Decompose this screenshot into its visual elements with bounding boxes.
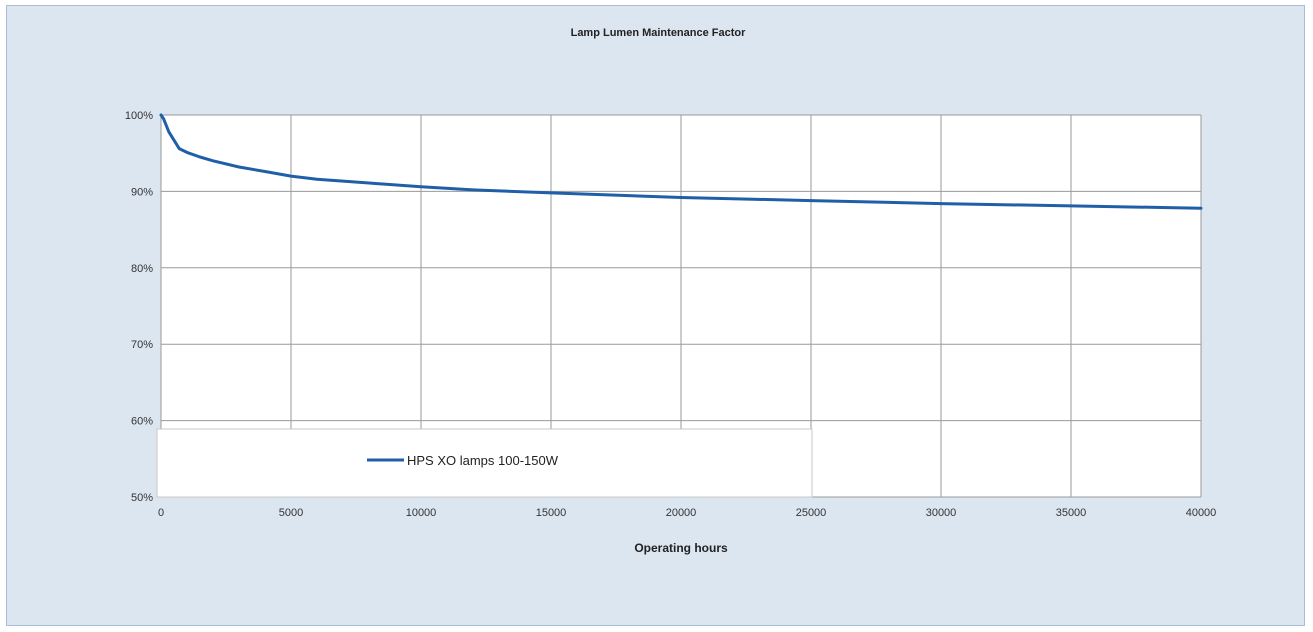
x-tick-label: 0 [158, 507, 164, 519]
legend-label: HPS XO lamps 100-150W [407, 453, 559, 468]
y-tick-label: 90% [131, 186, 153, 198]
series-line [159, 113, 1203, 210]
y-tick-label: 60% [131, 416, 153, 428]
x-tick-label: 25000 [796, 507, 827, 519]
x-tick-label: 30000 [926, 507, 957, 519]
y-tick-label: 50% [131, 492, 153, 504]
tick-layer: 0 5000 10000 15000 20000 25000 30000 35000 40000… [125, 110, 1216, 519]
x-axis-title: Operating hours [634, 541, 728, 555]
chart-frame: Lamp Lumen Maintenance Factor 0 5000 10000… [6, 5, 1305, 626]
series-layer [159, 113, 1203, 210]
y-tick-label: 70% [131, 339, 153, 351]
x-tick-label: 10000 [406, 507, 437, 519]
x-tick-label: 5000 [279, 507, 303, 519]
y-tick-label: 80% [131, 263, 153, 275]
x-tick-label: 35000 [1056, 507, 1087, 519]
x-tick-label: 15000 [536, 507, 567, 519]
legend-box [156, 428, 813, 498]
x-tick-label: 20000 [666, 507, 697, 519]
x-tick-label: 40000 [1186, 507, 1217, 519]
chart-title: Lamp Lumen Maintenance Factor [571, 27, 747, 39]
chart-svg: Lamp Lumen Maintenance Factor 0 5000 10000… [125, 27, 1216, 555]
y-tick-label: 100% [125, 110, 153, 122]
